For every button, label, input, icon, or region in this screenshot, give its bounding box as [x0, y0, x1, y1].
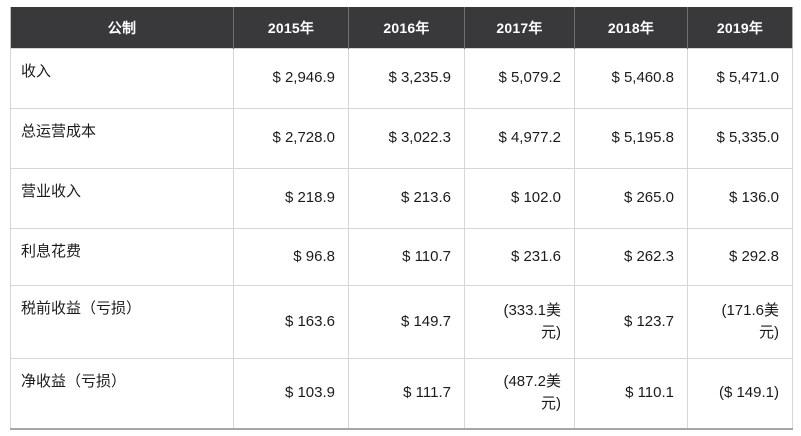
table-row-revenue: 收入 $ 2,946.9 $ 3,235.9 $ 5,079.2 $ 5,460…	[10, 48, 793, 109]
cell-value: $ 110.7	[348, 228, 465, 286]
table-body: 收入 $ 2,946.9 $ 3,235.9 $ 5,079.2 $ 5,460…	[10, 48, 793, 429]
cell-value: $ 2,728.0	[233, 108, 349, 169]
cell-value: $ 149.7	[348, 285, 465, 359]
cell-value: $ 4,977.2	[464, 108, 575, 169]
table-row-pretax-income-loss: 税前收益（亏损） $ 163.6 $ 149.7 (333.1美 元) $ 12…	[10, 285, 793, 359]
cell-value: $ 2,946.9	[233, 48, 349, 109]
cell-value: $ 292.8	[687, 228, 793, 286]
cell-value: $ 136.0	[687, 168, 793, 229]
row-label: 总运营成本	[10, 108, 234, 169]
cell-value: $ 5,079.2	[464, 48, 575, 109]
cell-value: $ 213.6	[348, 168, 465, 229]
row-label: 利息花费	[10, 228, 234, 286]
cell-value: $ 231.6	[464, 228, 575, 286]
cell-value: (171.6美 元)	[687, 285, 793, 359]
cell-value: $ 111.7	[348, 358, 465, 429]
header-row: 公制 2015年 2016年 2017年 2018年 2019年	[10, 7, 793, 49]
cell-value: $ 163.6	[233, 285, 349, 359]
row-label: 净收益（亏损）	[10, 358, 234, 429]
header-year-2017: 2017年	[464, 7, 575, 49]
header-year-2019: 2019年	[687, 7, 793, 49]
cell-value: (487.2美 元)	[464, 358, 575, 429]
cell-value: $ 103.9	[233, 358, 349, 429]
header-metric: 公制	[10, 7, 234, 49]
cell-value: $ 5,471.0	[687, 48, 793, 109]
row-label: 营业收入	[10, 168, 234, 229]
table-row-operating-income: 营业收入 $ 218.9 $ 213.6 $ 102.0 $ 265.0 $ 1…	[10, 168, 793, 229]
cell-value: $ 110.1	[574, 358, 688, 429]
cell-value: ($ 149.1)	[687, 358, 793, 429]
financial-table: 公制 2015年 2016年 2017年 2018年 2019年 收入 $ 2,…	[10, 7, 793, 430]
cell-value: $ 5,335.0	[687, 108, 793, 169]
cell-value: (333.1美 元)	[464, 285, 575, 359]
header-year-2015: 2015年	[233, 7, 349, 49]
cell-value: $ 3,022.3	[348, 108, 465, 169]
cell-value: $ 123.7	[574, 285, 688, 359]
cell-value: $ 218.9	[233, 168, 349, 229]
header-year-2016: 2016年	[348, 7, 465, 49]
header-year-2018: 2018年	[574, 7, 688, 49]
table-row-net-income-loss: 净收益（亏损） $ 103.9 $ 111.7 (487.2美 元) $ 110…	[10, 358, 793, 429]
cell-value: $ 102.0	[464, 168, 575, 229]
table-row-total-operating-cost: 总运营成本 $ 2,728.0 $ 3,022.3 $ 4,977.2 $ 5,…	[10, 108, 793, 169]
row-label: 收入	[10, 48, 234, 109]
row-label: 税前收益（亏损）	[10, 285, 234, 359]
cell-value: $ 265.0	[574, 168, 688, 229]
table-header: 公制 2015年 2016年 2017年 2018年 2019年	[10, 7, 793, 49]
financial-table-container: 公制 2015年 2016年 2017年 2018年 2019年 收入 $ 2,…	[10, 7, 793, 430]
cell-value: $ 3,235.9	[348, 48, 465, 109]
cell-value: $ 262.3	[574, 228, 688, 286]
cell-value: $ 96.8	[233, 228, 349, 286]
cell-value: $ 5,460.8	[574, 48, 688, 109]
cell-value: $ 5,195.8	[574, 108, 688, 169]
table-row-interest-expense: 利息花费 $ 96.8 $ 110.7 $ 231.6 $ 262.3 $ 29…	[10, 228, 793, 286]
